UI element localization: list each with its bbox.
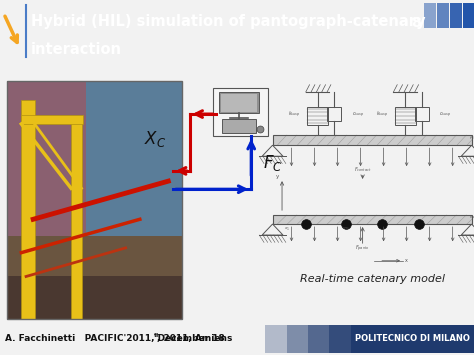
- Bar: [7, 81, 86, 236]
- Text: , 2011, Amiens: , 2011, Amiens: [157, 334, 233, 343]
- Bar: [71, 117, 82, 320]
- Bar: [7, 81, 182, 188]
- Bar: [222, 119, 256, 133]
- Text: x: x: [405, 258, 408, 263]
- Bar: [437, 3, 449, 28]
- Bar: [329, 324, 351, 354]
- Bar: [219, 92, 259, 113]
- Text: $m_1, A_1, E_1, l_1, L_c, S_c$: $m_1, A_1, E_1, l_1, L_c, S_c$: [469, 214, 474, 221]
- Text: POLITECNICO DI MILANO: POLITECNICO DI MILANO: [355, 334, 470, 343]
- Bar: [221, 94, 257, 112]
- Bar: [265, 324, 287, 354]
- Bar: [450, 3, 462, 28]
- Bar: [395, 107, 416, 125]
- Bar: [307, 107, 328, 125]
- Text: th: th: [154, 333, 162, 338]
- Text: interaction: interaction: [31, 42, 122, 57]
- Text: y: y: [275, 174, 279, 179]
- Text: $k_{susp}$: $k_{susp}$: [376, 110, 389, 120]
- Text: $F_C$: $F_C$: [263, 153, 283, 173]
- Bar: [351, 324, 474, 354]
- Bar: [7, 81, 182, 320]
- Text: $F_{contact}$: $F_{contact}$: [354, 165, 372, 174]
- Bar: [213, 88, 268, 136]
- Text: $m_c$: $m_c$: [342, 225, 350, 232]
- Bar: [7, 277, 182, 320]
- Text: $c_{susp}$: $c_{susp}$: [352, 111, 364, 120]
- Text: $F_{panto}$: $F_{panto}$: [356, 244, 370, 253]
- Bar: [308, 324, 329, 354]
- Bar: [273, 135, 472, 145]
- Text: $k_{susp}$: $k_{susp}$: [289, 110, 301, 120]
- Bar: [287, 324, 308, 354]
- Text: Hybrid (HIL) simulation of pantograph-catenary: Hybrid (HIL) simulation of pantograph-ca…: [31, 13, 425, 29]
- Bar: [424, 3, 436, 28]
- Bar: [21, 100, 35, 320]
- Text: 8: 8: [411, 16, 421, 29]
- Text: $\rho_c, A_c, E_c l_c, l_p, S_c$: $\rho_c, A_c, E_c l_c, l_p, S_c$: [469, 133, 474, 142]
- Bar: [327, 107, 341, 121]
- Text: A. Facchinetti   PACIFIC'2011, December 18: A. Facchinetti PACIFIC'2011, December 18: [5, 334, 225, 343]
- Bar: [7, 236, 182, 320]
- Bar: [21, 115, 83, 124]
- Text: $c_{susp}$: $c_{susp}$: [439, 111, 452, 120]
- Text: $x_1$: $x_1$: [284, 225, 290, 233]
- Bar: [86, 81, 182, 236]
- Text: $X_C$: $X_C$: [144, 129, 166, 149]
- Bar: [273, 215, 472, 224]
- Bar: [415, 107, 429, 121]
- Bar: [463, 3, 474, 28]
- Text: Real-time catenary model: Real-time catenary model: [300, 274, 445, 284]
